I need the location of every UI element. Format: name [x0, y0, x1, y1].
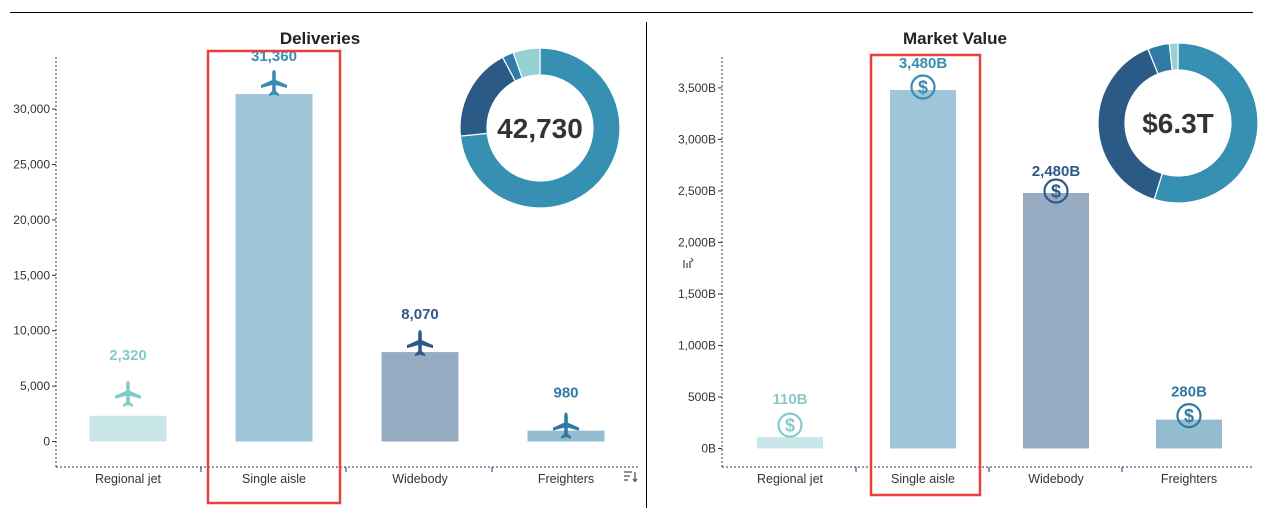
- dollar-circle-icon: $: [777, 412, 803, 438]
- y-tick-label: 0B: [701, 441, 716, 455]
- chart-title: Market Value: [903, 29, 1007, 48]
- bar-markers: $ $ $ $: [777, 74, 1202, 438]
- svg-text:$: $: [785, 416, 795, 436]
- donut-slice[interactable]: [1153, 42, 1259, 204]
- y-tick-label: 30,000: [13, 102, 50, 116]
- data-labels: 110B 3,480B 2,480B 280B: [772, 55, 1207, 408]
- dollar-circle-icon: $: [1176, 403, 1202, 429]
- data-label: 280B: [1171, 384, 1207, 401]
- category-label: Widebody: [392, 472, 448, 486]
- airplane-icon: [261, 70, 287, 97]
- y-tick-label: 25,000: [13, 157, 50, 171]
- category-label: Freighters: [1161, 472, 1217, 486]
- data-label: 110B: [772, 391, 807, 408]
- data-label: 2,320: [109, 347, 147, 364]
- data-label: 980: [553, 385, 578, 402]
- deliveries-chart: Deliveries 0 5,000 10,000 15,000 20,000 25,00…: [13, 29, 638, 486]
- y-tick-label: 10,000: [13, 324, 50, 338]
- data-label: 3,480B: [899, 55, 948, 72]
- panel-divider: [646, 22, 647, 508]
- bar[interactable]: [89, 415, 167, 442]
- total-donut: [459, 47, 621, 209]
- donut-slice[interactable]: [512, 47, 541, 79]
- data-label: 31,360: [251, 48, 297, 65]
- chart-title: Deliveries: [280, 29, 360, 48]
- category-label: Single aisle: [891, 472, 955, 486]
- highlight-box: [869, 53, 982, 497]
- top-rule: [10, 12, 1253, 13]
- svg-text:$: $: [1051, 181, 1061, 201]
- y-tick-label: 15,000: [13, 268, 50, 282]
- dollar-circle-icon: $: [1043, 178, 1069, 204]
- airplane-icon: [407, 330, 433, 357]
- bar[interactable]: [890, 89, 956, 449]
- donut-slice[interactable]: [1097, 48, 1164, 201]
- bar[interactable]: [381, 352, 459, 442]
- sort-icon[interactable]: [624, 471, 638, 483]
- y-tick-label: 3,000B: [678, 132, 716, 146]
- axis-swap-icon[interactable]: [683, 257, 694, 268]
- total-donut: [1097, 42, 1259, 204]
- x-axis: Regional jet Single aisle Widebody Freighte…: [722, 466, 1253, 486]
- svg-text:$: $: [918, 77, 928, 97]
- y-axis: 0B 500B 1,000B 1,500B 2,000B 2,500B 3,000B 3,50…: [678, 57, 723, 467]
- bars: [89, 94, 605, 442]
- donut-slice[interactable]: [459, 47, 621, 209]
- dollar-circle-icon: $: [910, 74, 936, 100]
- category-label: Freighters: [538, 472, 594, 486]
- bars: [757, 89, 1222, 449]
- y-tick-label: 2,000B: [678, 235, 716, 249]
- donut-slice[interactable]: [1168, 42, 1179, 71]
- data-label: 2,480B: [1032, 163, 1081, 180]
- x-axis: Regional jet Single aisle Widebody Freighte…: [56, 466, 638, 486]
- y-tick-label: 20,000: [13, 213, 50, 227]
- y-tick-label: 5,000: [20, 379, 50, 393]
- highlight-box: [206, 49, 342, 505]
- bar[interactable]: [1156, 419, 1222, 449]
- bar[interactable]: [1023, 192, 1089, 449]
- data-label: 8,070: [401, 306, 439, 323]
- y-tick-label: 1,500B: [678, 287, 716, 301]
- data-labels: 2,320 31,360 8,070 980: [109, 48, 578, 402]
- market-value-chart: Market Value 0B 500B 1,000B 1,500B 2,000B 2,5…: [678, 29, 1259, 486]
- category-label: Single aisle: [242, 472, 306, 486]
- donut-total-label: 42,730: [497, 113, 583, 144]
- category-label: Regional jet: [757, 472, 824, 486]
- airplane-icon: [553, 412, 579, 439]
- airplane-icon: [115, 380, 141, 407]
- y-tick-label: 500B: [688, 390, 716, 404]
- category-label: Widebody: [1028, 472, 1084, 486]
- y-tick-label: 3,500B: [678, 81, 716, 95]
- y-tick-label: 0: [43, 435, 50, 449]
- category-label: Regional jet: [95, 472, 162, 486]
- bar[interactable]: [235, 94, 313, 442]
- y-tick-label: 2,500B: [678, 184, 716, 198]
- bar[interactable]: [757, 437, 823, 449]
- bar-markers: [115, 70, 579, 439]
- svg-text:$: $: [1184, 406, 1194, 426]
- y-axis: 0 5,000 10,000 15,000 20,000 25,000 30,000: [13, 57, 57, 467]
- donut-total-label: $6.3T: [1142, 108, 1214, 139]
- y-tick-label: 1,000B: [678, 338, 716, 352]
